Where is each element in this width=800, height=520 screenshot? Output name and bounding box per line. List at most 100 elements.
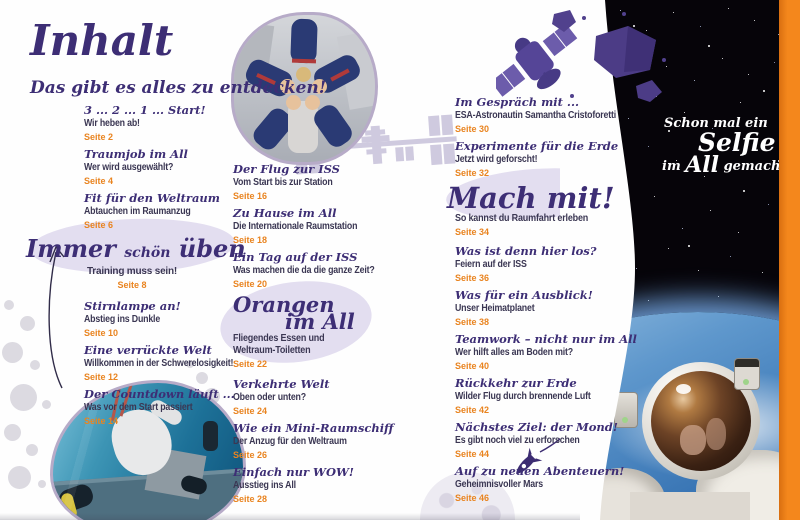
toc-feature: Mach mit! So kannst du Raumfahrt erleben S… (447, 184, 640, 238)
selfie-question-im: im (662, 159, 681, 174)
entry-title: Ein Tag auf der ISS (233, 250, 358, 264)
toc-entry: Auf zu neuen Abenteuern! Geheimnisvoller … (455, 465, 640, 504)
feature-heading-line: im All (285, 309, 355, 334)
spacesuit-chest (630, 492, 750, 520)
entry-title: Eine verrückte Welt (84, 343, 212, 357)
entry-title: Rückkehr zur Erde (455, 376, 577, 390)
helmet-camera (734, 358, 760, 390)
toc-entry: Rückkehr zur Erde Wilder Flug durch brenn… (455, 377, 640, 416)
feature-heading: Orangen im All (233, 292, 418, 334)
entry-title: Teamwork – nicht nur im All (455, 332, 637, 346)
entry-page-number: Seite 42 (455, 405, 490, 415)
toc-column-middle: Der Flug zur ISS Vom Start bis zur Statio… (233, 163, 418, 510)
entry-title: Der Countdown läuft ... (84, 387, 235, 401)
bubble-decoration (196, 372, 208, 384)
selfie-question-all: All (685, 152, 720, 178)
toc-entry: Fit für den Weltraum Abtauchen im Raumanz… (84, 192, 274, 231)
bubble-decoration (42, 400, 51, 409)
toc-entry: Teamwork – nicht nur im All Wer hilft all… (455, 333, 640, 372)
entry-subtitle: Es gibt noch viel zu erforschen (455, 435, 580, 446)
entry-subtitle: Unser Heimatplanet (455, 303, 535, 314)
entry-subtitle: Jetzt wird geforscht! (455, 154, 538, 165)
feature-heading-word: Immer (26, 234, 116, 263)
toc-column-left: 3 ... 2 ... 1 ... Start! Wir heben ab! Sei… (26, 103, 274, 432)
bubble-decoration (186, 360, 194, 368)
bubble-decoration (38, 480, 46, 488)
entry-subtitle: Feiern auf der ISS (455, 259, 527, 270)
entry-subtitle: Abtauchen im Raumanzug (84, 206, 191, 217)
toc-feature: Immer schön üben Training muss sein! Seit… (26, 234, 246, 291)
toc-entry: Wie ein Mini-Raumschiff Der Anzug für den… (233, 422, 418, 461)
page-bottom-shadow (0, 513, 580, 520)
selfie-question-line1: Schon mal ein (664, 116, 768, 131)
photo-detail (286, 95, 301, 110)
entry-page-number: Seite 14 (84, 416, 119, 426)
feature-heading-word: üben (178, 234, 246, 263)
entry-subtitle: Die Internationale Raumstation (233, 221, 358, 232)
toc-entry: Der Flug zur ISS Vom Start bis zur Statio… (233, 163, 418, 202)
bubble-decoration (26, 444, 38, 456)
bubble-decoration (20, 316, 35, 331)
entry-subtitle: Wir heben ab! (84, 118, 140, 129)
entry-subtitle: Vom Start bis zur Station (233, 177, 333, 188)
entry-title: Experimente für die Erde (455, 139, 619, 153)
photo-detail (53, 383, 243, 520)
toc-entry: Was ist denn hier los? Feiern auf der ISS… (455, 245, 640, 284)
iss-crew-photo (231, 12, 378, 165)
toc-entry: Stirnlampe an! Abstieg ins Dunkle Seite 10 (84, 300, 274, 339)
photo-detail (305, 95, 320, 110)
photo-detail (291, 58, 317, 64)
entry-page-number: Seite 38 (455, 317, 490, 327)
bubble-decoration (8, 466, 31, 489)
feature-heading: Mach mit! (447, 181, 640, 215)
entry-subtitle: Wilder Flug durch brennende Luft (455, 391, 591, 402)
feature-heading-line: Orangen (233, 292, 335, 317)
entry-subtitle: Was machen die da die ganze Zeit? (233, 265, 375, 276)
toc-entry: Der Countdown läuft ... Was vor dem Start… (84, 388, 274, 427)
bubble-decoration (10, 384, 37, 411)
entry-title: Zu Hause im All (233, 206, 337, 220)
page-subtitle: Das gibt es alles zu entdecken! (30, 78, 327, 98)
photo-detail (312, 79, 327, 94)
entry-title: Was ist denn hier los? (455, 244, 597, 258)
bubble-decoration (4, 300, 14, 310)
feature-heading-word: schön (124, 245, 171, 261)
entry-subtitle: ESA-Astronautin Samantha Cristoforetti (455, 110, 617, 121)
photo-detail (280, 79, 295, 94)
arrow-doodle-icon (48, 245, 65, 389)
asteroid-icon (552, 10, 576, 32)
entry-page-number: Seite 10 (84, 328, 119, 338)
entry-page-number: Seite 12 (84, 372, 119, 382)
entry-title: Einfach nur WOW! (233, 465, 354, 479)
entry-page-number: Seite 30 (455, 124, 490, 134)
toc-entry: Zu Hause im All Die Internationale Raumst… (233, 207, 418, 246)
underwater-training-photo (50, 380, 246, 520)
asteroid-icon (636, 80, 662, 102)
visor-reflection (706, 418, 726, 450)
entry-page-number: Seite 24 (233, 406, 268, 416)
photo-detail (290, 18, 318, 64)
entry-title: Auf zu neuen Abenteuern! (455, 464, 625, 478)
entry-subtitle: Abstieg ins Dunkle (84, 314, 161, 325)
entry-page-number: Seite 26 (233, 450, 268, 460)
entry-page-number: Seite 40 (455, 361, 490, 371)
entry-title: Der Flug zur ISS (233, 162, 340, 176)
toc-entry: Experimente für die Erde Jetzt wird gefor… (455, 140, 640, 179)
feature-heading: Immer schön üben (26, 234, 246, 266)
entry-title: 3 ... 2 ... 1 ... Start! (84, 103, 206, 117)
entry-subtitle: Wer wird ausgewählt? (84, 162, 174, 173)
toc-entry: Einfach nur WOW! Ausstieg ins All Seite 28 (233, 466, 418, 505)
toc-entry: Nächstes Ziel: der Mond! Es gibt noch vie… (455, 421, 640, 460)
entry-title: Nächstes Ziel: der Mond! (455, 420, 618, 434)
toc-entry: Ein Tag auf der ISS Was machen die da die… (233, 251, 418, 290)
photo-detail (296, 67, 311, 82)
entry-title: Im Gespräch mit ... (455, 95, 579, 109)
entry-subtitle: Wer hilft alles am Boden mit? (455, 347, 573, 358)
entry-title: Traumjob im All (84, 147, 188, 161)
selfie-question-word: Selfie (698, 128, 776, 157)
feature-subtitle: Training muss sein! (86, 266, 178, 277)
feature-heading-word: Mach mit! (447, 181, 615, 215)
entry-page-number: Seite 36 (455, 273, 490, 283)
entry-title: Stirnlampe an! (84, 299, 181, 313)
